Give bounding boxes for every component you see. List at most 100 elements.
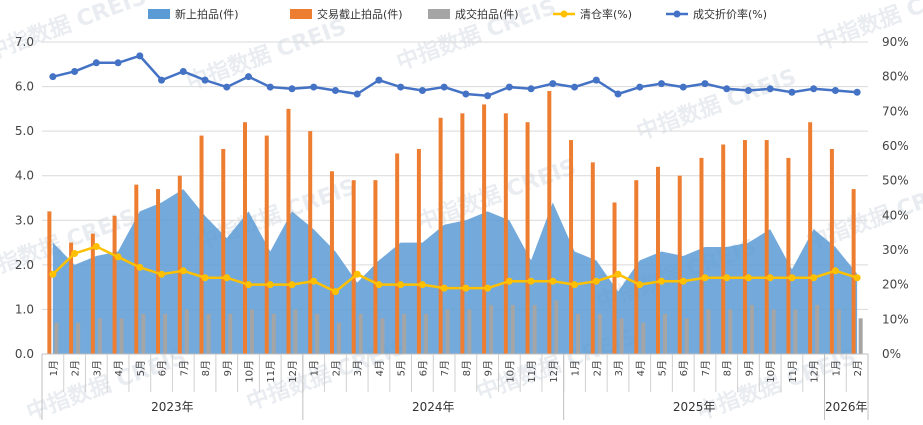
bar-sold xyxy=(749,304,754,354)
bar-sold xyxy=(836,309,841,354)
point-discount-rate xyxy=(788,88,796,96)
legend-swatch xyxy=(148,9,170,19)
month-label: 1月 xyxy=(309,360,321,376)
point-clearance-rate xyxy=(245,281,252,289)
point-discount-rate xyxy=(266,83,274,91)
point-discount-rate xyxy=(179,67,187,75)
point-discount-rate xyxy=(245,73,252,81)
bar-sold xyxy=(532,304,537,354)
point-clearance-rate xyxy=(592,277,600,285)
point-clearance-rate xyxy=(505,277,513,285)
point-discount-rate xyxy=(310,83,318,91)
bar-traded-cutoff xyxy=(351,180,356,354)
point-discount-rate xyxy=(331,87,339,95)
point-clearance-rate xyxy=(353,270,361,278)
bar-sold xyxy=(728,309,733,354)
point-discount-rate xyxy=(418,87,426,95)
point-clearance-rate xyxy=(462,284,470,292)
point-discount-rate xyxy=(571,83,579,91)
month-label: 12月 xyxy=(809,360,821,383)
month-label: 5月 xyxy=(657,360,669,376)
right-axis-tick: 0% xyxy=(882,347,901,361)
year-label: 2026年 xyxy=(825,400,868,414)
bar-sold xyxy=(619,318,624,354)
bar-sold xyxy=(510,304,515,354)
bar-traded-cutoff xyxy=(308,131,313,354)
axes-layer: 0.0 1.0 2.0 3.0 4.0 5.0 6.0 7.0 0% 10% 20% 30% 40% 50… xyxy=(15,35,909,420)
month-label: 11月 xyxy=(265,360,277,383)
point-clearance-rate xyxy=(288,281,296,289)
point-clearance-rate xyxy=(701,274,709,282)
legend-swatch-marker xyxy=(673,10,681,18)
right-axis-tick: 50% xyxy=(882,174,909,188)
point-clearance-rate xyxy=(788,274,796,282)
month-label: 2月 xyxy=(852,360,864,376)
month-label: 11月 xyxy=(787,360,799,383)
left-axis-tick: 5.0 xyxy=(15,124,34,138)
bar-traded-cutoff xyxy=(786,157,791,354)
month-label: 5月 xyxy=(135,360,147,376)
bar-traded-cutoff xyxy=(134,184,139,354)
year-label: 2025年 xyxy=(673,400,716,414)
point-discount-rate xyxy=(527,85,535,93)
point-discount-rate xyxy=(440,83,448,91)
point-clearance-rate xyxy=(484,284,492,292)
left-axis-tick: 7.0 xyxy=(15,35,34,49)
left-axis-tick: 1.0 xyxy=(15,302,34,316)
bar-traded-cutoff xyxy=(851,189,856,354)
bar-sold xyxy=(402,313,407,354)
right-axis-tick: 70% xyxy=(882,104,909,118)
bar-traded-cutoff xyxy=(373,180,378,354)
legend-label: 清仓率(%) xyxy=(580,7,632,21)
month-label: 8月 xyxy=(461,360,473,376)
month-label: 1月 xyxy=(570,360,582,376)
point-discount-rate xyxy=(92,59,100,67)
bar-sold xyxy=(119,318,124,354)
bar-traded-cutoff xyxy=(612,202,617,354)
year-label: 2023年 xyxy=(151,400,194,414)
bar-sold xyxy=(423,313,428,354)
bar-traded-cutoff xyxy=(547,91,552,355)
point-clearance-rate xyxy=(331,288,339,296)
point-discount-rate xyxy=(701,80,709,88)
month-label: 8月 xyxy=(722,360,734,376)
month-label: 1月 xyxy=(48,360,60,376)
month-label: 7月 xyxy=(178,360,190,376)
month-label: 9月 xyxy=(483,360,495,376)
bar-traded-cutoff xyxy=(112,215,117,354)
month-label: 4月 xyxy=(635,360,647,376)
bar-sold xyxy=(815,304,820,354)
point-discount-rate xyxy=(614,90,622,98)
bar-traded-cutoff xyxy=(503,113,508,354)
month-label: 7月 xyxy=(439,360,451,376)
bar-traded-cutoff xyxy=(829,148,834,354)
point-clearance-rate xyxy=(831,267,839,275)
month-label: 12月 xyxy=(548,360,560,383)
point-discount-rate xyxy=(592,76,600,84)
bar-sold xyxy=(250,309,254,354)
left-axis-tick: 2.0 xyxy=(15,258,34,272)
bar-traded-cutoff xyxy=(764,140,769,354)
month-label: 6月 xyxy=(417,360,429,376)
bar-sold xyxy=(163,313,168,354)
point-clearance-rate xyxy=(658,277,665,285)
bar-traded-cutoff xyxy=(677,175,682,354)
point-discount-rate xyxy=(71,67,79,75)
bar-sold xyxy=(445,309,450,354)
left-axis-tick: 3.0 xyxy=(15,213,34,227)
bar-sold xyxy=(467,309,472,354)
point-discount-rate xyxy=(723,85,731,93)
bar-sold xyxy=(206,313,211,354)
left-axis-tick: 6.0 xyxy=(15,80,34,94)
bar-sold xyxy=(54,322,59,354)
left-axis-tick: 0.0 xyxy=(15,347,34,361)
legend-label: 成交折价率(%) xyxy=(693,7,767,21)
point-clearance-rate xyxy=(266,281,274,289)
line-discount-rate xyxy=(52,54,858,98)
point-clearance-rate xyxy=(92,243,100,251)
month-label: 3月 xyxy=(613,360,625,376)
bar-traded-cutoff xyxy=(243,122,247,354)
watermark-text: 中指数据 CREIS xyxy=(633,64,800,146)
bar-sold xyxy=(597,313,602,354)
bar-traded-cutoff xyxy=(69,242,74,354)
